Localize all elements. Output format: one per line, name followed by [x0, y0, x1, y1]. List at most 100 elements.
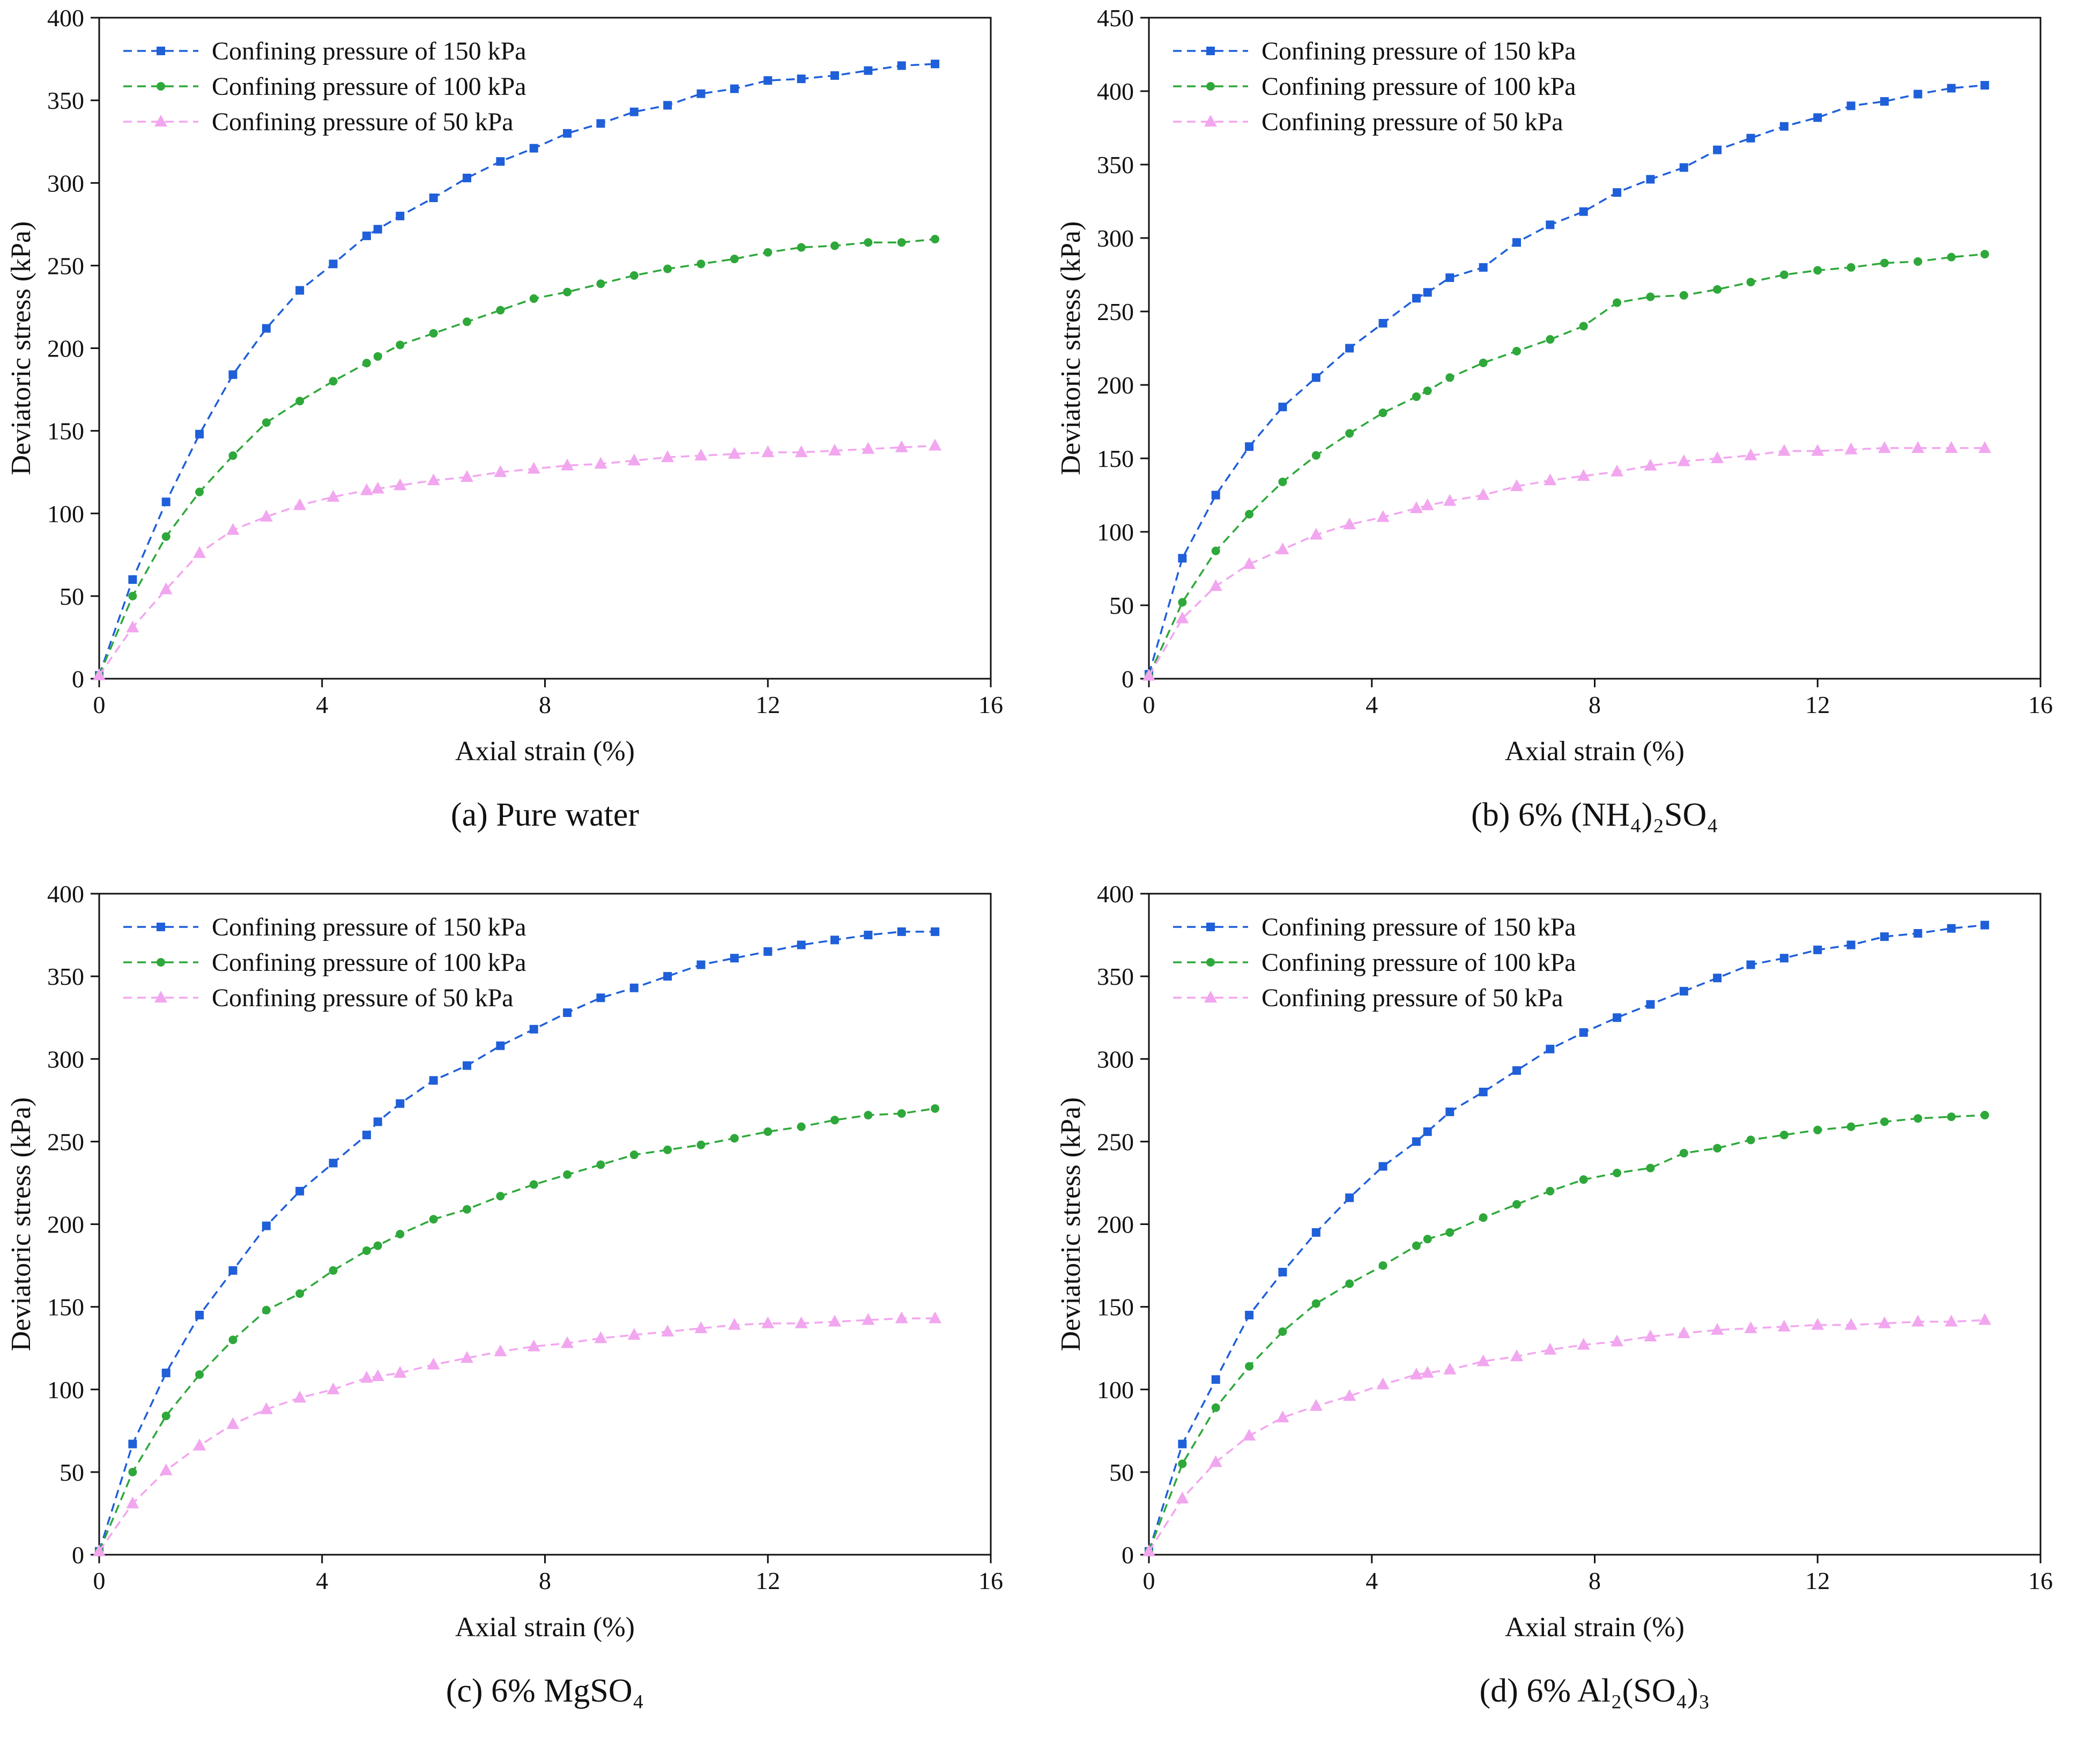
- data-point: [1579, 1028, 1588, 1037]
- data-point: [329, 1159, 338, 1168]
- series-2: [95, 1104, 940, 1556]
- data-point: [1142, 669, 1155, 681]
- data-point: [795, 1316, 808, 1328]
- data-point: [1209, 579, 1222, 591]
- y-tick-label: 200: [47, 335, 84, 362]
- legend-marker: [1206, 47, 1215, 55]
- data-point: [895, 440, 908, 452]
- data-point: [830, 936, 839, 945]
- panel-caption: (a) Pure water: [451, 797, 639, 833]
- data-point: [1846, 263, 1856, 272]
- data-point: [1512, 1066, 1521, 1075]
- data-point: [1311, 451, 1320, 460]
- series-line: [98, 238, 936, 676]
- data-point: [862, 1313, 875, 1325]
- legend-marker: [1206, 82, 1215, 91]
- data-point: [195, 487, 204, 496]
- data-point: [763, 947, 773, 956]
- data-point: [661, 450, 674, 462]
- data-point: [228, 370, 238, 379]
- y-tick-label: 400: [47, 4, 84, 32]
- data-point: [1544, 1342, 1557, 1355]
- legend: Confining pressure of 150 kPa Confining p…: [123, 37, 526, 136]
- data-point: [561, 1336, 574, 1348]
- y-tick-label: 250: [47, 1128, 84, 1155]
- data-point: [1980, 250, 1990, 259]
- series-3: [93, 1311, 942, 1556]
- data-point: [1243, 557, 1256, 569]
- data-point: [663, 972, 672, 981]
- y-tick-label: 150: [1097, 1294, 1134, 1321]
- data-point: [394, 478, 407, 491]
- data-point: [1811, 444, 1824, 456]
- y-tick-label: 200: [1097, 372, 1134, 399]
- legend-entry-label: Confining pressure of 100 kPa: [212, 948, 526, 977]
- data-point: [1947, 924, 1956, 933]
- legend-entry-label: Confining pressure of 100 kPa: [1262, 72, 1576, 101]
- data-point: [496, 157, 505, 166]
- data-point: [696, 1140, 706, 1149]
- data-point: [1679, 1148, 1688, 1157]
- x-tick-label: 4: [1366, 691, 1378, 718]
- y-tick-label: 0: [1122, 1541, 1134, 1569]
- data-point: [931, 927, 940, 936]
- data-point: [864, 66, 873, 75]
- data-point: [494, 1344, 507, 1356]
- data-point: [1711, 1323, 1724, 1335]
- data-point: [1844, 442, 1858, 455]
- data-point: [1746, 133, 1755, 143]
- data-point: [1713, 1144, 1722, 1153]
- data-point: [1779, 1131, 1789, 1140]
- data-point: [627, 1328, 641, 1340]
- data-point: [1878, 441, 1891, 453]
- data-point: [1276, 542, 1289, 554]
- y-tick-label: 150: [47, 1294, 84, 1321]
- chart-panel-d: 0 4 8 12 16 0 50 100 150 200 250 300 350 400 Axial str…: [1050, 876, 2099, 1752]
- data-point: [1744, 448, 1757, 461]
- y-tick-label: 150: [47, 418, 84, 445]
- data-point: [1343, 1389, 1356, 1401]
- data-point: [161, 1368, 170, 1377]
- data-point: [1577, 469, 1590, 481]
- series-line: [1148, 447, 1985, 677]
- series-1: [1145, 920, 1990, 1556]
- data-point: [295, 1289, 305, 1298]
- data-point: [195, 1311, 204, 1320]
- y-tick-label: 400: [47, 880, 84, 908]
- legend-entry-label: Confining pressure of 50 kPa: [212, 108, 514, 136]
- data-point: [1677, 1326, 1690, 1338]
- data-point: [295, 1186, 305, 1196]
- x-tick-label: 4: [1366, 1567, 1378, 1594]
- data-point: [527, 462, 540, 474]
- data-point: [1880, 97, 1889, 106]
- data-point: [797, 243, 806, 252]
- legend-marker: [154, 115, 167, 127]
- data-point: [663, 101, 672, 110]
- data-point: [1243, 1429, 1256, 1441]
- data-point: [897, 1109, 906, 1118]
- legend-entry-label: Confining pressure of 100 kPa: [1262, 948, 1576, 977]
- data-point: [371, 481, 384, 494]
- chart-svg: 0 4 8 12 16 0 50 100 150 200 250 300 350 400 Axial str…: [1056, 880, 2053, 1709]
- data-point: [730, 84, 739, 93]
- legend-marker: [157, 82, 165, 91]
- series-1: [95, 60, 940, 680]
- series-line: [1148, 1114, 1985, 1552]
- data-point: [93, 1544, 106, 1556]
- data-point: [195, 429, 204, 439]
- data-point: [1813, 945, 1822, 954]
- data-point: [362, 359, 371, 368]
- data-point: [596, 279, 605, 288]
- y-tick-label: 100: [1097, 518, 1134, 546]
- series-3: [1142, 1313, 1992, 1556]
- data-point: [1679, 986, 1688, 996]
- data-point: [1378, 1261, 1387, 1270]
- x-tick-label: 16: [978, 691, 1003, 718]
- data-point: [1613, 1013, 1622, 1022]
- data-point: [663, 264, 672, 273]
- data-point: [1646, 1163, 1655, 1172]
- data-point: [462, 317, 471, 326]
- data-point: [1476, 1354, 1490, 1367]
- data-point: [1421, 498, 1434, 510]
- data-point: [362, 1246, 371, 1255]
